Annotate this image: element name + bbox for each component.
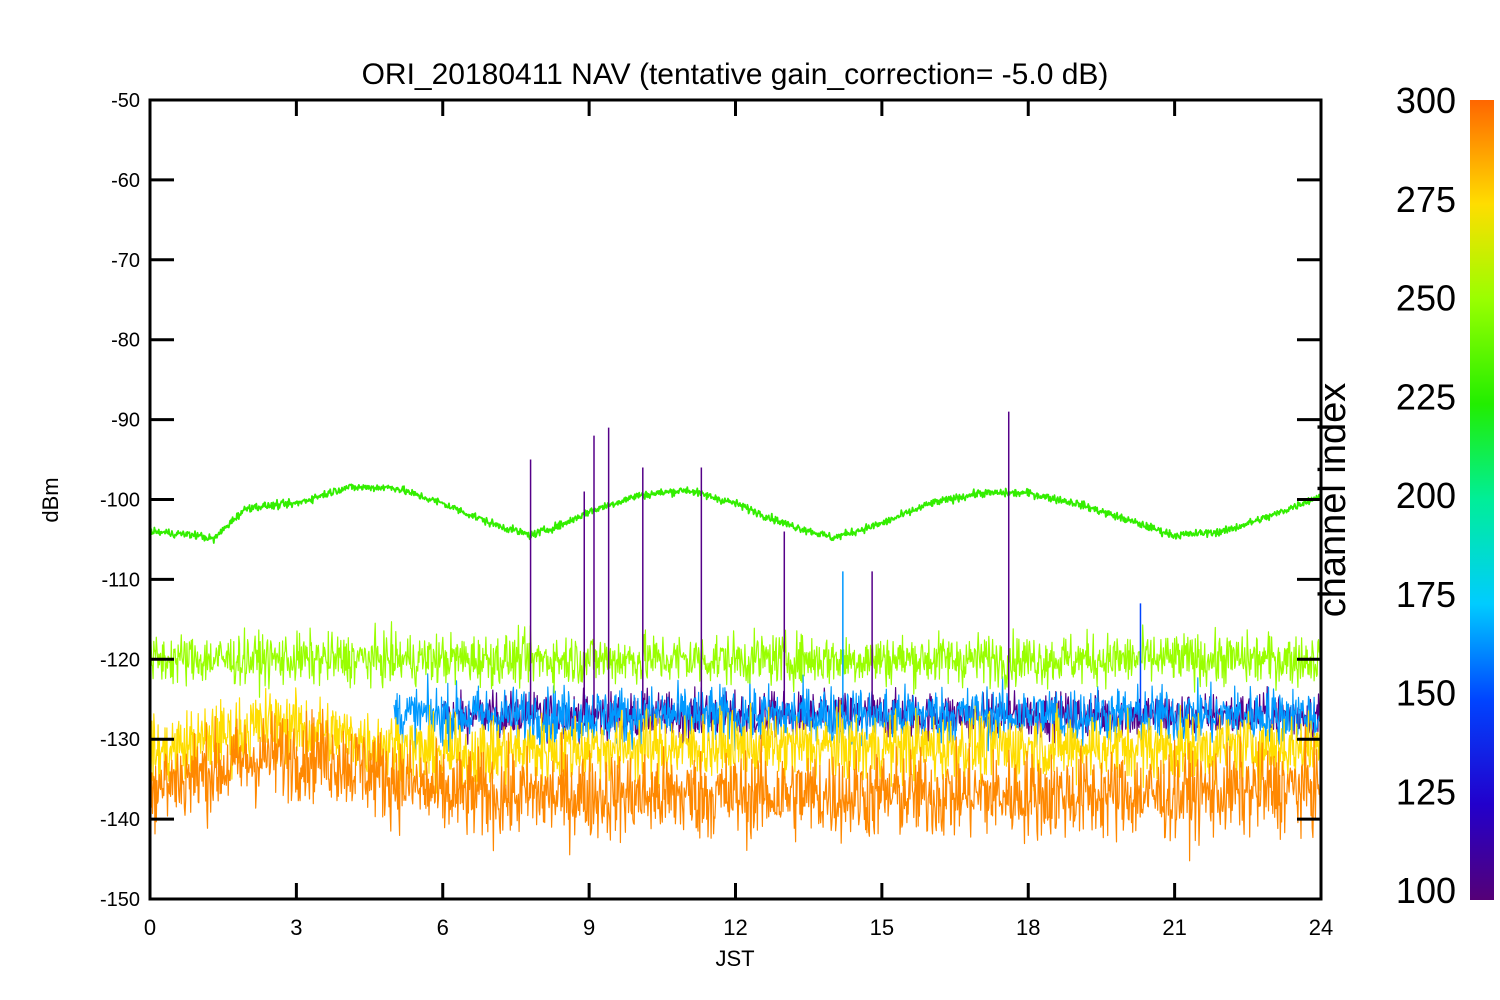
series-line-ch260 [150, 621, 1321, 698]
plot-area [150, 411, 1321, 862]
x-tick-label: 21 [1162, 915, 1186, 940]
chart-title: ORI_20180411 NAV (tentative gain_correct… [362, 58, 1109, 91]
y-tick-label: -110 [101, 569, 140, 591]
colorbar-label: channel index [1312, 383, 1354, 618]
y-tick-label: -80 [111, 330, 140, 352]
y-tick-label: -140 [100, 809, 140, 831]
colorbar-tick-label: 200 [1396, 475, 1456, 516]
y-tick-label: -100 [100, 490, 140, 512]
x-tick-label: 12 [723, 915, 747, 940]
colorbar-tick-label: 225 [1396, 376, 1456, 417]
colorbar-tick-label: 150 [1396, 673, 1456, 714]
y-tick-label: -130 [100, 729, 140, 751]
series-line-ch240 [150, 483, 1321, 544]
colorbar [1470, 100, 1494, 900]
colorbar-tick-label: 100 [1396, 870, 1456, 911]
colorbar-tick-label: 300 [1396, 80, 1456, 121]
y-tick-label: -60 [111, 170, 140, 192]
colorbar-tick-label: 175 [1396, 574, 1456, 615]
x-tick-label: 9 [583, 915, 595, 940]
y-axis-label: dBm [38, 477, 63, 522]
y-tick-label: -90 [111, 410, 140, 432]
series-line-ch300 [150, 708, 1321, 862]
y-tick-label: -70 [111, 250, 140, 272]
y-tick-label: -50 [111, 90, 140, 112]
x-tick-label: 0 [144, 915, 156, 940]
colorbar-tick-label: 125 [1396, 771, 1456, 812]
colorbar-tick-label: 250 [1396, 278, 1456, 319]
series-line-ch285 [150, 687, 1321, 802]
y-axis: -50 -60 -70 -80 -90 -100 -110 -120 -130 -140 -150 [100, 90, 1321, 911]
colorbar-ticks: 100 125 150 175 200 225 250 275 300 [1396, 80, 1456, 911]
series-line-ch160 [393, 673, 1321, 755]
x-tick-label: 18 [1016, 915, 1040, 940]
x-tick-label: 3 [290, 915, 302, 940]
y-tick-label: -120 [100, 649, 140, 671]
y-tick-label: -150 [100, 889, 140, 911]
x-axis-label: JST [715, 946, 754, 971]
x-tick-label: 15 [870, 915, 894, 940]
colorbar-tick-label: 275 [1396, 179, 1456, 220]
x-tick-label: 6 [437, 915, 449, 940]
x-tick-label: 24 [1309, 915, 1333, 940]
x-axis: 0 3 6 9 12 15 18 21 24 [144, 100, 1333, 940]
